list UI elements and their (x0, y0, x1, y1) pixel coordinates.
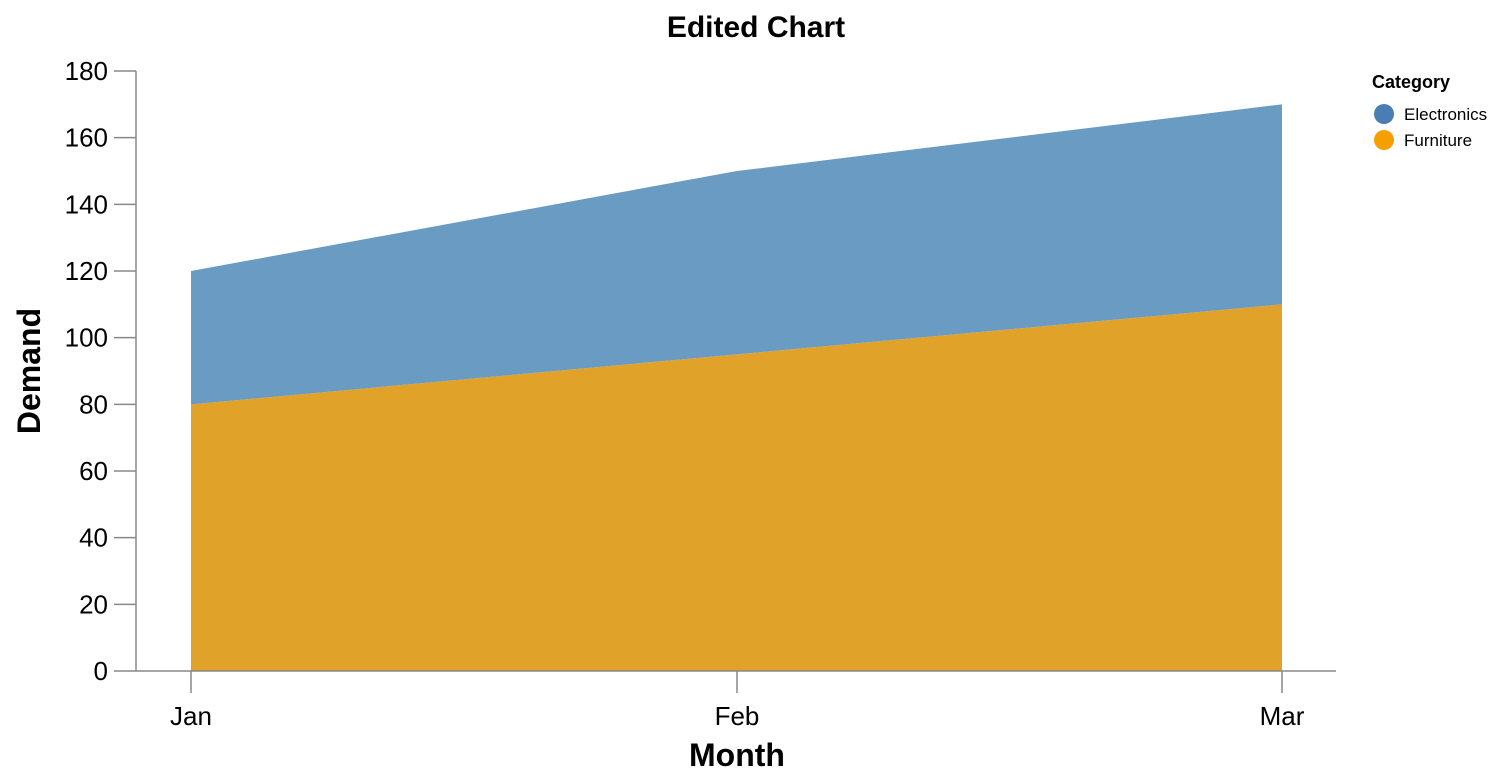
y-tick-label: 60 (79, 456, 108, 486)
y-axis-title: Demand (11, 308, 47, 434)
x-tick-label: Mar (1260, 701, 1305, 731)
y-tick-label: 40 (79, 523, 108, 553)
legend-swatch-furniture (1374, 130, 1394, 150)
legend-title: Category (1372, 72, 1450, 92)
y-tick-label: 80 (79, 389, 108, 419)
y-tick-label: 180 (65, 56, 108, 86)
y-tick-label: 100 (65, 323, 108, 353)
y-axis: 0 20 40 60 80 100 120 140 160 180 (65, 56, 137, 686)
y-tick-label: 20 (79, 589, 108, 619)
legend: Category Electronics Furniture (1372, 72, 1487, 150)
area-series-group (191, 104, 1282, 671)
y-tick-label: 140 (65, 189, 108, 219)
area-furniture (191, 304, 1282, 671)
area-electronics (191, 104, 1282, 405)
legend-swatch-electronics (1374, 104, 1394, 124)
legend-label-electronics: Electronics (1404, 105, 1487, 124)
x-tick-label: Jan (170, 701, 212, 731)
x-tick-label: Feb (715, 701, 760, 731)
chart-title: Edited Chart (667, 11, 845, 44)
x-axis-title: Month (689, 737, 785, 773)
x-axis: Jan Feb Mar (136, 670, 1336, 731)
legend-label-furniture: Furniture (1404, 131, 1472, 150)
y-tick-label: 120 (65, 256, 108, 286)
y-tick-label: 0 (94, 656, 108, 686)
y-tick-label: 160 (65, 123, 108, 153)
